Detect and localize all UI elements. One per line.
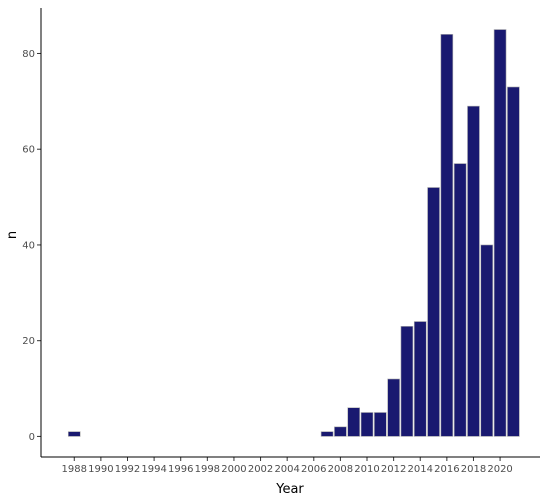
x-tick-label: 1992 (115, 464, 140, 475)
bar-2016 (440, 34, 454, 437)
x-tick-label: 2000 (221, 464, 246, 475)
x-tick-label: 2014 (408, 464, 433, 475)
x-tick-label: 1996 (168, 464, 193, 475)
bar-2010 (360, 412, 374, 437)
x-axis-title: Year (275, 482, 304, 497)
bar-2021 (507, 86, 520, 437)
x-tick-label: 1994 (141, 464, 166, 475)
x-tick-label: 2004 (274, 464, 299, 475)
x-tick-label: 2018 (461, 464, 486, 475)
bar-2014 (413, 321, 427, 437)
x-tick-label: 2006 (301, 464, 326, 475)
x-tick-label: 2008 (328, 464, 353, 475)
x-tick-label: 2002 (248, 464, 273, 475)
x-tick-label: 1990 (88, 464, 113, 475)
bar-2017 (453, 163, 467, 437)
bar-2018 (467, 105, 480, 437)
x-tick-label: 2016 (434, 464, 459, 475)
bar-2011 (374, 412, 387, 437)
bar-2015 (427, 187, 440, 437)
bar-2009 (347, 407, 361, 437)
x-tick-label: 2012 (381, 464, 406, 475)
x-tick-label: 2010 (354, 464, 379, 475)
x-tick-label: 1998 (195, 464, 220, 475)
y-tick-label: 40 (22, 240, 35, 251)
y-tick-label: 80 (22, 49, 35, 60)
bar-2020 (493, 29, 507, 437)
bar-1988 (67, 431, 81, 437)
bar-2013 (400, 326, 414, 437)
y-axis-ticks: 0 20 40 60 80 (22, 49, 41, 443)
y-tick-label: 60 (22, 145, 35, 156)
x-tick-label: 1988 (62, 464, 87, 475)
bar-2019 (480, 244, 494, 437)
bar-2012 (387, 378, 400, 437)
bars-group (67, 29, 520, 437)
bar-2007 (320, 431, 334, 437)
bar-2008 (334, 426, 347, 437)
y-tick-label: 20 (22, 336, 35, 347)
x-axis-ticks: 1988 1990 1992 1994 1996 1998 2000 2002 2004 2006… (62, 457, 513, 475)
x-tick-label: 2020 (487, 464, 512, 475)
y-tick-label: 0 (29, 432, 35, 443)
y-axis-title: n (5, 231, 20, 239)
